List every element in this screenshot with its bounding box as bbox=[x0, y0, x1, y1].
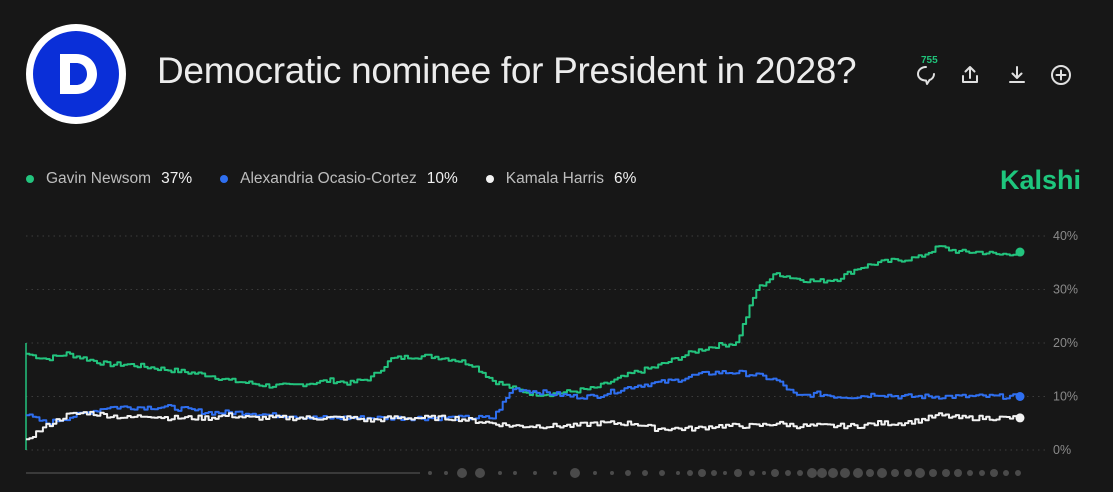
download-icon bbox=[1009, 66, 1025, 83]
timeline-marker bbox=[734, 469, 742, 477]
legend-item-aoc[interactable]: Alexandria Ocasio-Cortez 10% bbox=[220, 170, 458, 188]
legend-dot-icon bbox=[26, 175, 34, 183]
timeline-marker bbox=[942, 469, 950, 477]
timeline-marker bbox=[444, 471, 448, 475]
legend-value: 6% bbox=[613, 170, 637, 187]
y-tick-label: 0% bbox=[1053, 443, 1071, 457]
legend-dot-icon bbox=[220, 175, 229, 183]
series-end-point bbox=[1015, 392, 1025, 401]
timeline-marker bbox=[954, 469, 962, 477]
series-end-point bbox=[1015, 247, 1025, 257]
download-button[interactable] bbox=[1002, 60, 1032, 90]
comment-count: 755 bbox=[921, 55, 938, 66]
timeline-marker bbox=[771, 469, 779, 477]
timeline-marker bbox=[853, 468, 863, 478]
page-title: Democratic nominee for President in 2028… bbox=[157, 50, 857, 91]
legend-item-newsom[interactable]: Gavin Newsom 37% bbox=[26, 170, 192, 188]
y-tick-label: 30% bbox=[1053, 283, 1078, 297]
timeline-marker bbox=[797, 470, 803, 476]
add-icon bbox=[1051, 65, 1071, 85]
timeline-marker bbox=[929, 469, 937, 477]
logo-emblem bbox=[33, 31, 119, 117]
series-line bbox=[26, 245, 1021, 398]
timeline-marker bbox=[498, 471, 502, 475]
timeline-marker bbox=[723, 471, 727, 475]
timeline-marker bbox=[457, 468, 467, 478]
legend-dot-icon bbox=[485, 175, 494, 183]
legend-value: 37% bbox=[161, 170, 193, 187]
timeline-marker bbox=[828, 468, 838, 478]
party-logo bbox=[26, 24, 126, 124]
timeline-marker bbox=[785, 470, 791, 476]
timeline-marker bbox=[676, 471, 680, 475]
legend-item-harris[interactable]: Kamala Harris 6% bbox=[485, 170, 637, 188]
timeline-marker bbox=[1015, 470, 1021, 476]
timeline-marker bbox=[877, 468, 887, 478]
timeline-marker bbox=[642, 470, 648, 476]
add-button[interactable] bbox=[1046, 60, 1076, 90]
y-tick-label: 40% bbox=[1053, 229, 1078, 243]
timeline-marker bbox=[807, 468, 817, 478]
timeline-marker bbox=[990, 469, 998, 477]
timeline-marker bbox=[593, 471, 597, 475]
y-tick-label: 10% bbox=[1053, 390, 1078, 404]
comment-icon bbox=[917, 66, 935, 85]
timeline-marker bbox=[749, 470, 755, 476]
timeline-marker bbox=[610, 471, 614, 475]
legend-name: Kamala Harris bbox=[505, 170, 604, 187]
timeline-marker bbox=[979, 470, 985, 476]
timeline-marker bbox=[428, 471, 432, 475]
timeline-marker bbox=[1003, 470, 1009, 476]
y-tick-label: 20% bbox=[1053, 336, 1078, 350]
chart-legend: Gavin Newsom 37% Alexandria Ocasio-Corte… bbox=[26, 170, 664, 188]
timeline-marker bbox=[698, 469, 706, 477]
timeline-marker bbox=[513, 471, 517, 475]
logo-d-icon bbox=[60, 54, 97, 94]
timeline-marker bbox=[625, 470, 631, 476]
comments-button[interactable] bbox=[911, 60, 941, 90]
timeline-marker bbox=[687, 470, 693, 476]
brand-logo: Kalshi bbox=[999, 165, 1081, 195]
timeline-marker bbox=[762, 471, 766, 475]
timeline-marker bbox=[891, 469, 899, 477]
series-line bbox=[26, 369, 1021, 426]
share-button[interactable] bbox=[955, 60, 985, 90]
share-icon bbox=[962, 66, 978, 83]
legend-name: Gavin Newsom bbox=[46, 170, 152, 187]
timeline-marker bbox=[866, 469, 874, 477]
legend-value: 10% bbox=[426, 170, 458, 187]
timeline-marker bbox=[967, 470, 973, 476]
legend-name: Alexandria Ocasio-Cortez bbox=[240, 170, 417, 187]
timeline-marker bbox=[570, 468, 580, 478]
series-line bbox=[26, 410, 1021, 441]
timeline-marker bbox=[533, 471, 537, 475]
timeline-marker bbox=[659, 470, 665, 476]
timeline-marker bbox=[915, 468, 925, 478]
timeline-marker bbox=[553, 471, 557, 475]
timeline-marker bbox=[817, 468, 827, 478]
timeline-marker bbox=[711, 470, 717, 476]
timeline-marker bbox=[904, 469, 912, 477]
timeline-marker bbox=[840, 468, 850, 478]
series-end-point bbox=[1015, 413, 1025, 423]
timeline-marker bbox=[475, 468, 485, 478]
